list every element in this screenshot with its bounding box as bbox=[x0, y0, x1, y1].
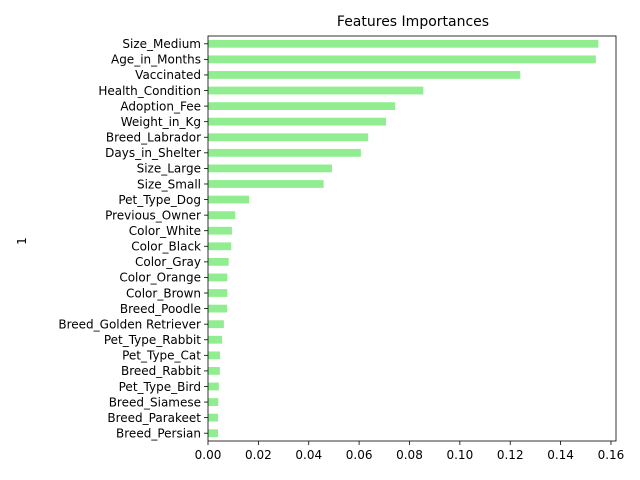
bar bbox=[208, 164, 332, 173]
x-tick-label: 0.12 bbox=[497, 448, 524, 462]
bar bbox=[208, 102, 396, 110]
y-tick-label: Days_in_Shelter bbox=[105, 146, 201, 160]
y-tick-label: Breed_Parakeet bbox=[107, 411, 201, 425]
y-axis-label: 1 bbox=[15, 237, 29, 245]
bar bbox=[208, 195, 250, 204]
bar bbox=[208, 117, 387, 126]
y-tick-label: Color_White bbox=[129, 224, 201, 238]
y-tick-label: Vaccinated bbox=[135, 68, 201, 82]
chart-title: Features Importances bbox=[337, 14, 489, 30]
bar bbox=[208, 273, 228, 282]
bar bbox=[208, 242, 232, 251]
bar bbox=[208, 367, 220, 375]
y-tick-label: Health_Condition bbox=[98, 84, 201, 98]
x-tick-label: 0.02 bbox=[245, 448, 272, 462]
y-tick-label: Pet_Type_Dog bbox=[118, 193, 201, 207]
bar bbox=[208, 320, 224, 329]
bar bbox=[208, 257, 229, 266]
y-tick-label: Breed_Poodle bbox=[120, 302, 201, 316]
bar bbox=[208, 180, 324, 188]
bar bbox=[208, 304, 228, 313]
plot-frame bbox=[207, 35, 617, 442]
y-tick-label: Pet_Type_Bird bbox=[119, 380, 201, 394]
x-tick-label: 0.00 bbox=[195, 448, 222, 462]
bar bbox=[208, 335, 223, 344]
bar bbox=[208, 211, 236, 220]
y-tick-label: Age_in_Months bbox=[111, 53, 201, 67]
x-tick-label: 0.08 bbox=[396, 448, 423, 462]
y-tick-label: Color_Black bbox=[131, 240, 201, 254]
x-tick-label: 0.10 bbox=[446, 448, 473, 462]
bar bbox=[208, 86, 424, 95]
bar bbox=[208, 39, 599, 48]
x-tick-label: 0.06 bbox=[346, 448, 373, 462]
x-tick-label: 0.04 bbox=[295, 448, 322, 462]
y-tick-label: Breed_Siamese bbox=[109, 395, 201, 409]
y-tick-label: Breed_Rabbit bbox=[121, 364, 201, 378]
y-tick-label: Adoption_Fee bbox=[120, 99, 201, 113]
y-tick-label: Pet_Type_Cat bbox=[122, 349, 201, 363]
bar bbox=[208, 148, 361, 157]
y-tick-label: Breed_Labrador bbox=[106, 131, 201, 145]
y-tick-label: Size_Large bbox=[137, 162, 201, 176]
y-tick-label: Size_Medium bbox=[122, 37, 201, 51]
bar bbox=[208, 71, 521, 79]
x-tick-label: 0.16 bbox=[598, 448, 625, 462]
bar bbox=[208, 398, 219, 406]
x-tick-label: 0.14 bbox=[547, 448, 574, 462]
y-tick-label: Breed_Golden Retriever bbox=[58, 317, 201, 331]
y-tick-label: Pet_Type_Rabbit bbox=[104, 333, 201, 347]
bar bbox=[208, 413, 219, 422]
bar bbox=[208, 226, 232, 235]
y-tick-label: Color_Brown bbox=[126, 286, 201, 300]
y-tick-label: Previous_Owner bbox=[105, 208, 201, 222]
y-tick-label: Breed_Persian bbox=[116, 427, 201, 441]
y-tick-label: Color_Orange bbox=[119, 271, 201, 285]
bars-group bbox=[208, 39, 599, 438]
y-tick-label: Weight_in_Kg bbox=[121, 115, 201, 129]
bar bbox=[208, 289, 228, 297]
bar bbox=[208, 382, 219, 391]
y-tick-label: Size_Small bbox=[137, 177, 201, 191]
bar bbox=[208, 133, 369, 142]
bar bbox=[208, 55, 596, 64]
bar bbox=[208, 351, 221, 360]
bar bbox=[208, 429, 219, 438]
x-ticks-group: 0.00 0.02 0.04 0.06 0.08 0.10 0.12 0.14 0.16 bbox=[195, 441, 625, 462]
y-tick-label: Color_Gray bbox=[135, 255, 201, 269]
